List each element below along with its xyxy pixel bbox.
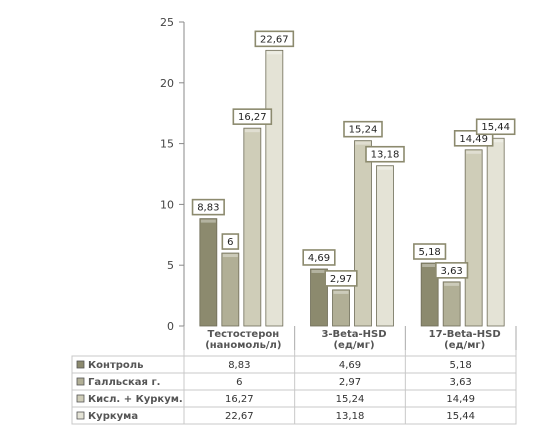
data-labels: 8,83 4,69 5,18 6 2,97 3,63 16,27 15,24 14,49 22,6…	[191, 30, 516, 287]
bar	[243, 127, 262, 327]
category-label: (ед/мг)	[333, 340, 374, 351]
table-cell: 2,97	[339, 377, 361, 388]
legend-label: Куркума	[88, 411, 138, 422]
table-cell: 5,18	[450, 360, 472, 371]
y-axis: 0 5 10 15 20 25 Тестостерон(наномоль/л) 3-Beta-…	[160, 16, 517, 351]
table-cell: 13,18	[336, 411, 365, 422]
data-label-box	[343, 120, 383, 138]
data-label: 5,18	[419, 247, 441, 258]
table-cell: 6	[236, 377, 242, 388]
legend-swatch	[76, 377, 85, 386]
data-label-box	[221, 233, 240, 250]
category-label: Тестостерон	[208, 329, 280, 340]
data-label: 13,18	[371, 150, 400, 161]
bar-highlight	[200, 219, 216, 223]
legend-swatch	[76, 394, 85, 403]
data-label-box	[254, 30, 295, 48]
data-label: 8,83	[197, 203, 219, 214]
data-table: Контроль 8,83 4,69 5,18 Галльская г. 6 2,97 3,6…	[71, 350, 517, 425]
bar-highlight	[333, 290, 349, 294]
data-label-box	[324, 270, 358, 287]
bar	[221, 252, 240, 327]
legend-label: Галльская г.	[88, 377, 160, 388]
bar-highlight	[222, 254, 238, 258]
y-tick-label: 15	[160, 138, 174, 151]
bar	[464, 149, 483, 327]
bar	[486, 137, 505, 327]
data-label-box	[191, 198, 225, 216]
bar	[376, 165, 394, 327]
bar-highlight	[244, 129, 260, 133]
y-tick-label: 0	[167, 320, 174, 333]
data-label: 4,69	[308, 253, 330, 264]
table-cell: 15,24	[336, 394, 365, 405]
data-label-box	[475, 118, 516, 136]
bar	[199, 218, 218, 327]
data-label-box	[232, 108, 273, 125]
legend-label: Контроль	[88, 360, 143, 371]
table-cell: 14,49	[446, 394, 475, 405]
bars	[199, 49, 505, 327]
bar	[442, 281, 461, 327]
table-cell: 22,67	[225, 411, 254, 422]
bar-highlight	[444, 282, 460, 286]
category-label: (ед/мг)	[444, 340, 485, 351]
table-cell: 4,69	[339, 360, 361, 371]
table-cell: 8,83	[228, 360, 250, 371]
data-label: 2,97	[330, 274, 352, 285]
data-label: 22,67	[260, 34, 289, 45]
bar-highlight	[466, 150, 482, 154]
bar	[310, 268, 328, 327]
table-cell: 3,63	[450, 377, 472, 388]
bar-highlight	[266, 51, 282, 55]
data-label: 16,27	[238, 112, 267, 123]
bar-highlight	[422, 264, 438, 268]
data-label: 15,44	[481, 122, 510, 133]
category-label: 17-Beta-HSD	[429, 329, 501, 340]
y-tick-label: 25	[160, 16, 174, 29]
y-tick-label: 5	[167, 259, 174, 272]
data-label-box	[435, 262, 469, 279]
category-label: (наномоль/л)	[205, 340, 281, 351]
legend-swatch	[76, 411, 85, 420]
data-label-box	[302, 249, 336, 266]
legend-label: Кисл. + Куркум.	[88, 394, 183, 405]
table-cell: 16,27	[225, 394, 254, 405]
bar	[354, 140, 372, 327]
data-label: 14,49	[459, 134, 488, 145]
table-cell: 15,44	[446, 411, 475, 422]
bar	[265, 49, 284, 327]
bar-highlight	[488, 139, 504, 143]
bar-highlight	[355, 141, 371, 145]
bar-highlight	[311, 269, 327, 273]
bar	[332, 289, 350, 327]
data-label: 15,24	[349, 125, 378, 136]
data-label-box	[365, 145, 405, 163]
y-tick-label: 20	[160, 77, 174, 90]
legend-swatch	[76, 360, 85, 369]
y-tick-label: 10	[160, 198, 174, 211]
data-label: 6	[227, 237, 233, 248]
data-label: 3,63	[441, 266, 463, 277]
category-label: 3-Beta-HSD	[321, 329, 386, 340]
bar	[420, 262, 439, 327]
data-label-box	[413, 243, 447, 260]
bar-highlight	[377, 166, 393, 170]
